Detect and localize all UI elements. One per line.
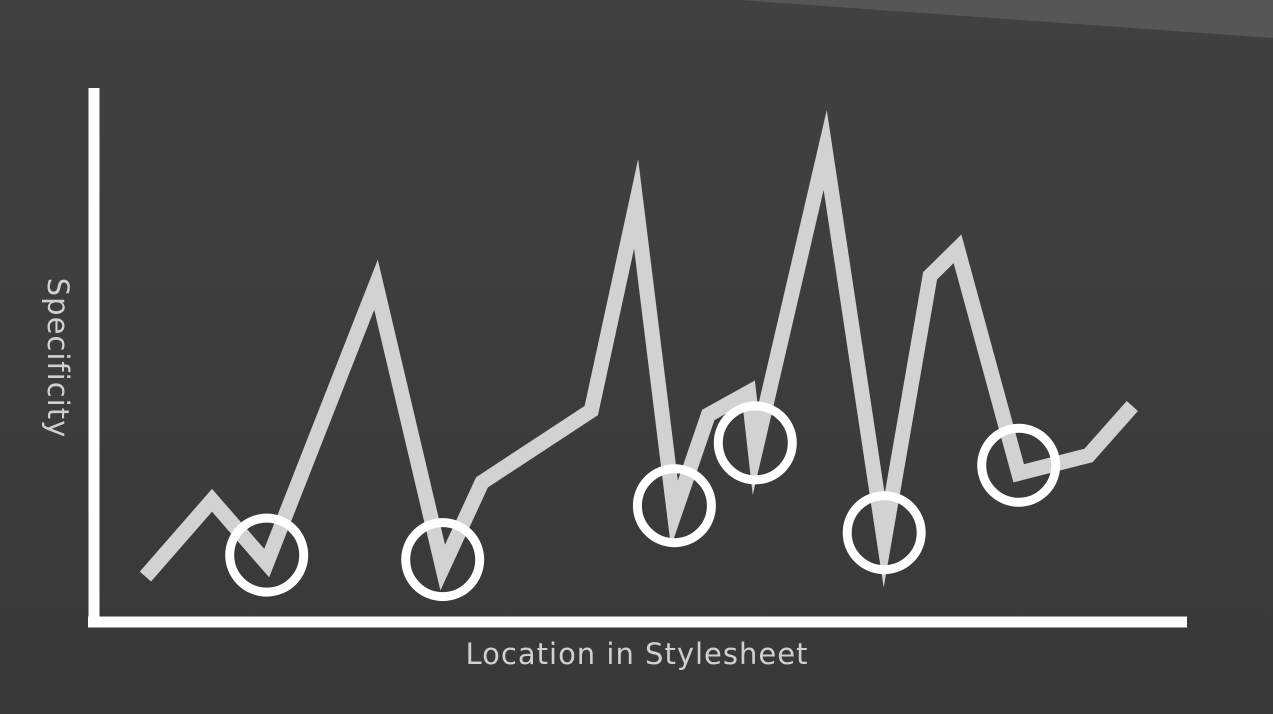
markers-layer [225, 401, 1061, 602]
minimum-highlight-circle-4 [842, 491, 926, 575]
minimum-highlight-circle-0 [225, 513, 309, 597]
x-axis-label: Location in Stylesheet [466, 637, 809, 671]
minimum-highlight-circle-5 [977, 423, 1061, 507]
series-line-0 [139, 110, 1138, 591]
minimum-highlight-circle-1 [401, 518, 485, 602]
data-layer [139, 110, 1138, 591]
y-axis-label: Specificity [41, 278, 75, 438]
minimum-highlight-circle-2 [632, 464, 716, 548]
minimum-highlight-circle-3 [713, 401, 797, 485]
